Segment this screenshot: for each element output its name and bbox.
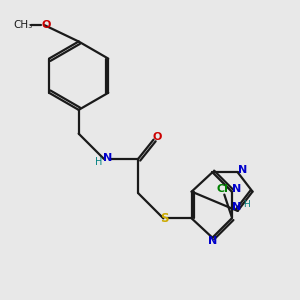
Text: N: N — [238, 165, 248, 175]
Text: N: N — [232, 202, 241, 212]
Text: O: O — [152, 132, 162, 142]
Text: N: N — [232, 184, 242, 194]
Text: N: N — [208, 236, 217, 246]
Text: O: O — [41, 20, 51, 30]
Text: CH₃: CH₃ — [14, 20, 33, 30]
Text: S: S — [160, 212, 169, 225]
Text: H: H — [95, 158, 102, 167]
Text: N: N — [103, 153, 112, 163]
Text: H: H — [243, 200, 249, 209]
Text: Cl: Cl — [217, 184, 229, 194]
